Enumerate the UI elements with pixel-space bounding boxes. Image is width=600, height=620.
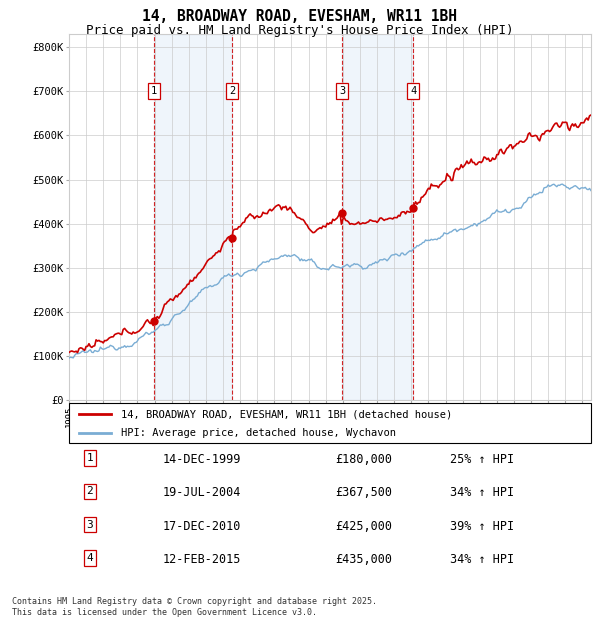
Text: Price paid vs. HM Land Registry's House Price Index (HPI): Price paid vs. HM Land Registry's House … <box>86 24 514 37</box>
Text: £435,000: £435,000 <box>335 553 392 566</box>
Text: 1: 1 <box>151 86 157 96</box>
Text: 14-DEC-1999: 14-DEC-1999 <box>163 453 241 466</box>
Text: 4: 4 <box>86 553 93 563</box>
Text: 34% ↑ HPI: 34% ↑ HPI <box>450 486 514 499</box>
Text: 4: 4 <box>410 86 416 96</box>
Text: 25% ↑ HPI: 25% ↑ HPI <box>450 453 514 466</box>
Text: £367,500: £367,500 <box>335 486 392 499</box>
Text: 2: 2 <box>229 86 235 96</box>
Bar <box>342 34 413 400</box>
Text: 3: 3 <box>86 520 93 529</box>
Bar <box>154 34 232 400</box>
Text: 14, BROADWAY ROAD, EVESHAM, WR11 1BH (detached house): 14, BROADWAY ROAD, EVESHAM, WR11 1BH (de… <box>121 409 452 419</box>
Text: 39% ↑ HPI: 39% ↑ HPI <box>450 520 514 533</box>
Text: 17-DEC-2010: 17-DEC-2010 <box>163 520 241 533</box>
Text: 34% ↑ HPI: 34% ↑ HPI <box>450 553 514 566</box>
Text: 12-FEB-2015: 12-FEB-2015 <box>163 553 241 566</box>
Text: 1: 1 <box>86 453 93 463</box>
Text: £180,000: £180,000 <box>335 453 392 466</box>
Text: HPI: Average price, detached house, Wychavon: HPI: Average price, detached house, Wych… <box>121 428 396 438</box>
Text: £425,000: £425,000 <box>335 520 392 533</box>
Text: 2: 2 <box>86 486 93 497</box>
Text: Contains HM Land Registry data © Crown copyright and database right 2025.
This d: Contains HM Land Registry data © Crown c… <box>12 598 377 617</box>
Text: 19-JUL-2004: 19-JUL-2004 <box>163 486 241 499</box>
Text: 14, BROADWAY ROAD, EVESHAM, WR11 1BH: 14, BROADWAY ROAD, EVESHAM, WR11 1BH <box>143 9 458 24</box>
Text: 3: 3 <box>339 86 345 96</box>
